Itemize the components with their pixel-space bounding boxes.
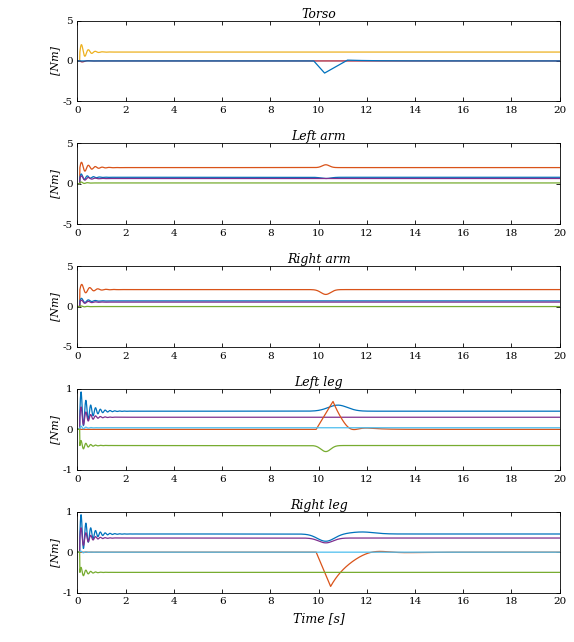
Y-axis label: [Nm]: [Nm] xyxy=(50,169,60,198)
Title: Left arm: Left arm xyxy=(291,130,346,143)
Y-axis label: [Nm]: [Nm] xyxy=(50,537,60,567)
Title: Torso: Torso xyxy=(301,8,336,21)
Y-axis label: [Nm]: [Nm] xyxy=(50,46,60,76)
Title: Right leg: Right leg xyxy=(290,499,347,512)
Y-axis label: [Nm]: [Nm] xyxy=(50,415,60,444)
Title: Right arm: Right arm xyxy=(286,253,351,266)
Title: Left leg: Left leg xyxy=(294,376,343,389)
X-axis label: Time [s]: Time [s] xyxy=(293,612,344,625)
Y-axis label: [Nm]: [Nm] xyxy=(50,292,60,321)
